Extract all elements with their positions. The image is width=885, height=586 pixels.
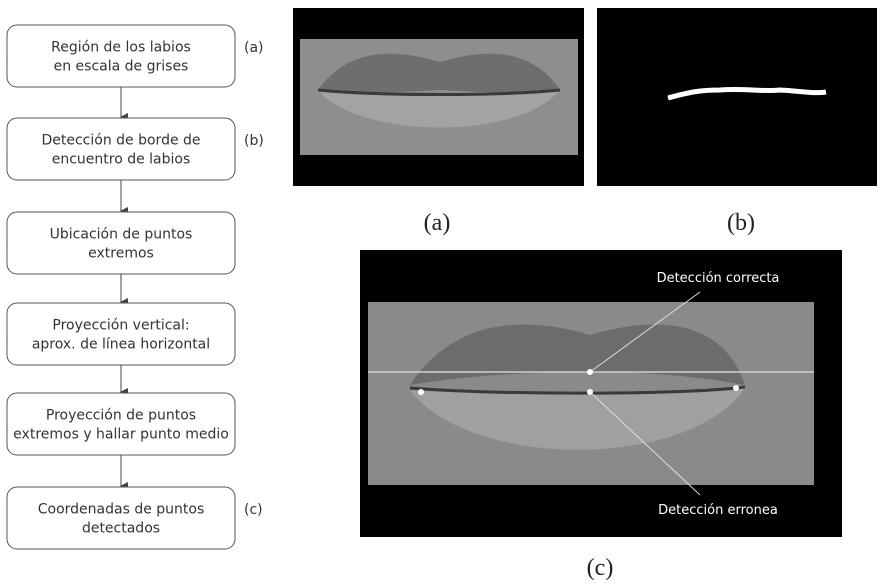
box-label: Coordenadas de puntos [38,502,205,518]
panel-a [293,8,584,186]
step-tag: (a) [244,40,264,56]
caption-c: (c) [587,555,614,581]
flow-box [7,118,235,180]
panel-b [597,8,877,186]
box-label: Ubicación de puntos [50,227,193,243]
box-label: encuentro de labios [52,152,191,168]
caption-a: (a) [424,210,451,236]
panel-c [360,250,842,537]
flow-box [7,487,235,549]
step-tag: (b) [244,133,264,149]
box-label: Proyección de puntos [46,408,196,424]
figure: (a) (b) (c) Detección correcta Detección… [0,0,885,586]
step-tag: (c) [244,502,263,518]
box-label: extremos y hallar punto medio [13,427,229,443]
flow-box [7,393,235,455]
caption-b: (b) [727,210,755,236]
box-label: extremos [88,246,154,262]
box-label: Detección de borde de [41,133,200,149]
flow-box [7,25,235,87]
annotation: Detección erronea [658,503,778,518]
box-label: Proyección vertical: [52,318,189,334]
box-label: Región de los labios [51,40,191,56]
box-label: detectados [82,521,160,537]
flow-box [7,303,235,365]
box-label: aprox. de línea horizontal [32,337,210,353]
box-label: en escala de grises [54,59,189,75]
page: (a) (b) (c) Detección correcta Detección… [0,0,885,586]
annotation: Detección correcta [657,271,780,286]
flow-box [7,212,235,274]
